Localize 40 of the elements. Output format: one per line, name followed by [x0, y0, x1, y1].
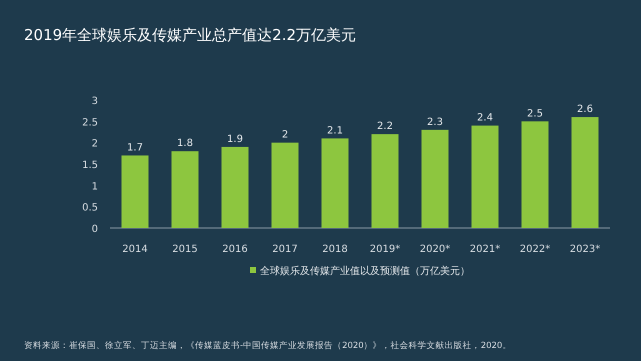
- data-label: 2: [282, 130, 288, 141]
- data-label: 1.8: [177, 138, 193, 150]
- bar: [272, 142, 298, 228]
- x-tick-label: 2016: [222, 244, 248, 255]
- data-label: 1.9: [227, 134, 243, 145]
- data-label: 2.2: [377, 121, 393, 132]
- x-tick-label: 2019*: [370, 244, 400, 255]
- x-tick-label: 2020*: [420, 244, 450, 255]
- x-tick-label: 2015: [172, 244, 198, 255]
- x-tick-label: 2018: [322, 244, 348, 255]
- bar: [372, 134, 398, 228]
- bar: [322, 138, 348, 228]
- bar: [522, 121, 548, 228]
- x-tick-label: 2014: [122, 244, 148, 255]
- data-label: 2.4: [477, 112, 493, 124]
- data-label: 1.7: [127, 142, 143, 154]
- bar: [172, 151, 198, 228]
- y-tick-label: 2.5: [82, 117, 98, 128]
- x-tick-label: 2022*: [520, 244, 550, 255]
- text: 资料来源：崔保国、徐立军、丁迈主编，《传媒蓝皮书-中国传媒产业发展报告（2020）》，社会科学文献出版社，2020。: [24, 340, 512, 351]
- y-tick-label: 3: [92, 96, 98, 107]
- x-tick-label: 2017: [272, 244, 298, 255]
- y-tick-label: 0: [92, 224, 98, 235]
- y-tick-label: 0.5: [82, 202, 98, 214]
- data-label: 2.6: [577, 104, 593, 116]
- legend-label: 全球娱乐及传媒产业值以及预测值（万亿美元）: [260, 265, 470, 277]
- bar: [572, 117, 598, 228]
- bar: [222, 146, 248, 228]
- x-tick-label: 2021*: [470, 244, 500, 255]
- bar: [422, 130, 448, 228]
- y-tick-label: 1: [92, 181, 98, 192]
- data-label: 2.3: [427, 116, 443, 128]
- y-tick-label: 1.5: [82, 160, 98, 171]
- bar: [472, 126, 498, 228]
- bar: [122, 155, 148, 228]
- chart-title: 2019年全球娱乐及传媒产业总产值达2.2万亿美元: [24, 26, 356, 44]
- data-label: 2.1: [327, 125, 343, 136]
- y-tick-label: 2: [92, 138, 98, 150]
- x-tick-label: 2023*: [570, 244, 600, 255]
- data-label: 2.5: [527, 108, 543, 120]
